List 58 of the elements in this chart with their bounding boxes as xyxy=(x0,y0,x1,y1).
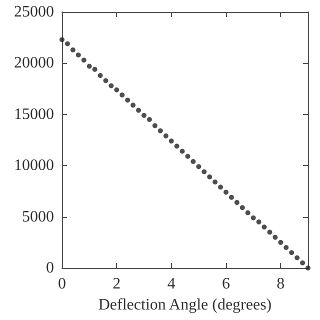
point xyxy=(92,66,98,72)
point xyxy=(163,133,168,138)
point xyxy=(284,245,289,250)
point xyxy=(190,159,196,164)
point xyxy=(272,234,278,240)
y-tick-label: 25000 xyxy=(14,4,54,20)
point xyxy=(300,260,306,266)
point xyxy=(146,117,152,122)
point xyxy=(60,37,64,42)
point xyxy=(262,224,267,230)
point xyxy=(98,72,103,78)
x-tick-label: 0 xyxy=(58,276,66,292)
point xyxy=(180,148,185,154)
y-tick-label: 15000 xyxy=(14,106,54,123)
point xyxy=(196,164,202,170)
point xyxy=(245,210,250,216)
point xyxy=(256,219,262,224)
x-tick-label: 2 xyxy=(112,276,121,292)
point xyxy=(70,47,76,52)
point xyxy=(86,64,92,69)
point xyxy=(120,92,125,98)
point xyxy=(250,215,256,220)
point xyxy=(306,266,310,270)
point xyxy=(202,169,207,174)
x-tick-label: 6 xyxy=(222,276,230,292)
y-tick-label: 5000 xyxy=(22,208,54,226)
point xyxy=(108,83,114,88)
point xyxy=(114,87,120,92)
y-tick-label: 20000 xyxy=(14,54,54,72)
point xyxy=(294,255,300,260)
point xyxy=(234,200,240,205)
point xyxy=(207,174,212,180)
point xyxy=(267,230,272,235)
point xyxy=(185,154,190,159)
x-tick-label: 4 xyxy=(167,276,176,292)
point xyxy=(224,190,228,195)
point xyxy=(218,184,224,190)
point xyxy=(64,41,70,46)
y-tick-label: 0 xyxy=(46,260,54,276)
point xyxy=(240,205,245,210)
point xyxy=(125,98,130,103)
point xyxy=(76,52,81,58)
point xyxy=(136,108,142,113)
point xyxy=(278,240,284,245)
point xyxy=(158,128,163,134)
x-tick-label: 8 xyxy=(276,276,285,292)
point xyxy=(168,138,174,144)
point xyxy=(289,250,294,256)
point xyxy=(142,112,146,118)
point xyxy=(228,194,234,200)
x-axis-title: Deflection Angle (degrees) xyxy=(98,296,272,314)
point xyxy=(174,144,180,149)
y-tick-label: 10000 xyxy=(14,157,54,174)
point xyxy=(152,123,158,128)
point xyxy=(81,58,86,63)
point xyxy=(103,78,108,84)
point xyxy=(212,179,218,184)
point xyxy=(130,102,136,108)
